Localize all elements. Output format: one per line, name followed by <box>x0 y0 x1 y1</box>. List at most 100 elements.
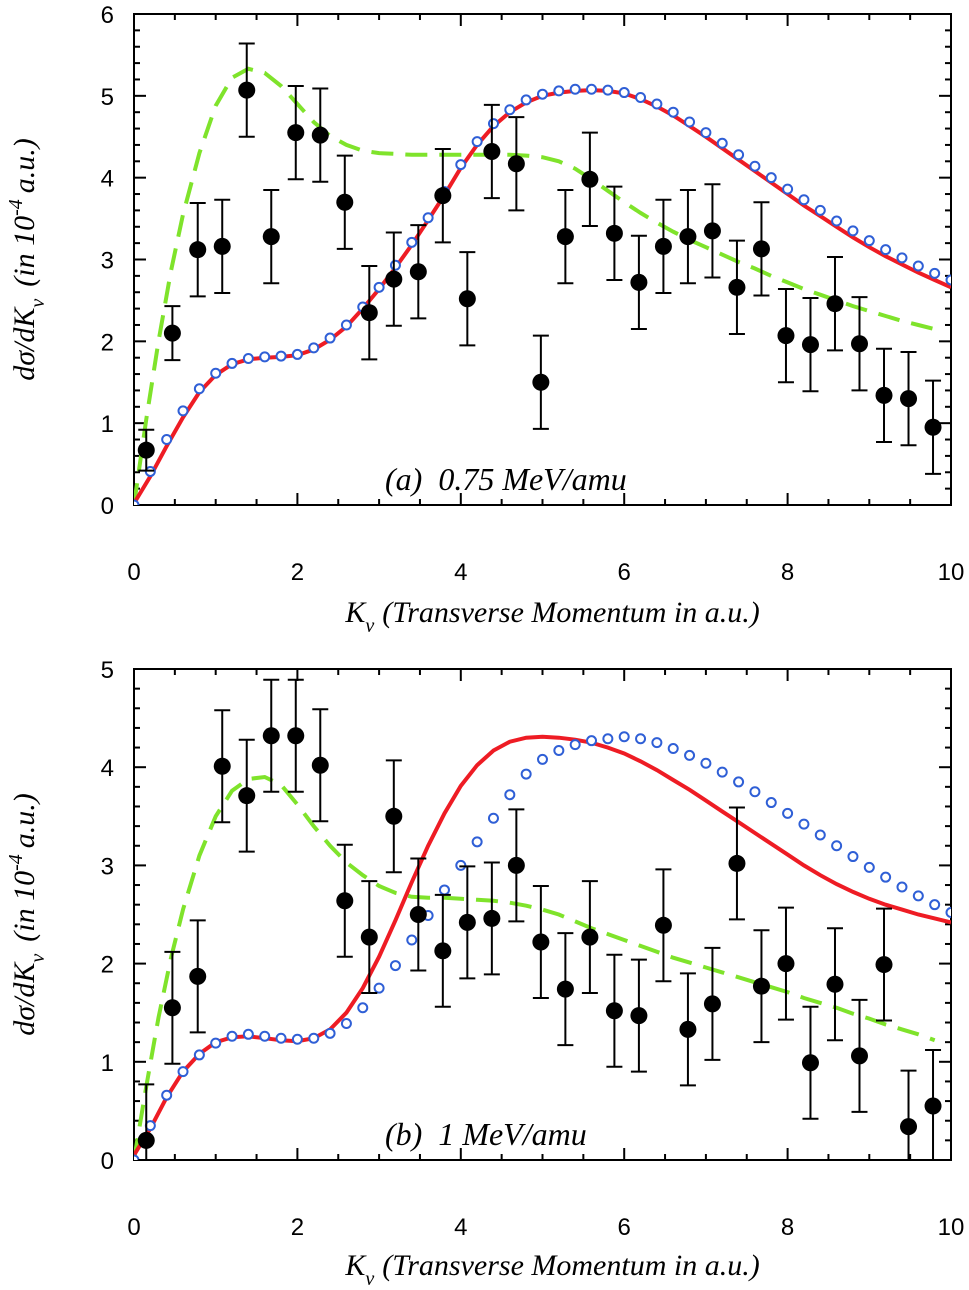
experiment-point <box>483 142 501 160</box>
blue-open-circle <box>553 85 565 97</box>
experiment-point <box>924 1097 942 1115</box>
experiment-point <box>728 854 746 872</box>
blue-open-circle <box>487 118 499 130</box>
blue-open-circle <box>537 88 548 100</box>
y-tick-label: 1 <box>101 411 114 438</box>
experiment-point <box>605 224 623 242</box>
blue-open-circle <box>324 332 336 344</box>
x-tick-label: 4 <box>454 1214 467 1241</box>
x-tick-label: 10 <box>938 559 965 586</box>
experiment-point <box>385 270 403 288</box>
experiment-point <box>605 1002 623 1020</box>
blue-open-circle <box>716 766 728 778</box>
blue-open-circle <box>912 260 924 272</box>
experiment-point <box>777 955 795 973</box>
experiment-point <box>581 928 599 946</box>
blue-open-circle <box>798 818 810 830</box>
experiment-point <box>409 263 427 281</box>
experiment-point <box>238 81 256 99</box>
x-tick-label: 4 <box>454 559 467 586</box>
experiment-point <box>850 1047 868 1065</box>
blue-open-circle <box>455 159 467 171</box>
blue-open-circle <box>814 829 826 841</box>
blue-open-circle <box>602 733 614 745</box>
y-axis-title: dσ/dKv(in 10-4a.u.) <box>5 793 49 1036</box>
experiment-point <box>189 967 207 985</box>
blue-open-circle <box>537 753 548 765</box>
y-tick-label: 3 <box>101 853 114 880</box>
experiment-point <box>679 1020 697 1038</box>
panel-b: 0 2 4 6 8 10 0 1 2 3 4 5 (b) 1 MeV/amu Kv (Transverse … <box>5 657 964 1290</box>
experiment-point <box>900 390 918 408</box>
blue-open-circle <box>373 982 385 994</box>
experiment-point <box>458 913 476 931</box>
blue-open-circle <box>586 735 598 747</box>
blue-open-circle <box>716 137 728 149</box>
experiment-point <box>507 155 525 173</box>
blue-open-circle <box>896 252 908 264</box>
experiment-point <box>360 304 378 322</box>
blue-open-circle <box>471 136 483 148</box>
blue-open-circle <box>422 212 434 224</box>
experiment-point <box>458 290 476 308</box>
blue-open-circle <box>831 840 843 852</box>
experiment-point <box>777 327 795 345</box>
blue-open-circle <box>504 789 516 801</box>
blue-open-circle <box>242 353 254 365</box>
blue-open-circle <box>945 274 951 286</box>
experiment-point <box>163 999 181 1017</box>
x-tick-label: 0 <box>127 1214 140 1241</box>
plot-frame <box>133 13 952 506</box>
experiment-point <box>875 386 893 404</box>
x-tick-label: 8 <box>781 559 794 586</box>
blue-open-circle <box>177 405 189 417</box>
blue-open-circle <box>308 342 320 354</box>
experiment-point <box>385 807 403 825</box>
blue-open-circle <box>340 1018 352 1030</box>
experiment-point <box>360 928 378 946</box>
blue-open-circle <box>389 259 401 271</box>
blue-open-circle <box>357 1002 369 1014</box>
y-tick-label: 5 <box>101 657 114 684</box>
experiment-point <box>311 126 329 144</box>
blue-open-circle <box>635 733 647 745</box>
experiment-point <box>630 1007 648 1025</box>
experiment-point <box>679 228 697 246</box>
y-tick-label: 2 <box>101 329 114 356</box>
experiment-point <box>875 956 893 974</box>
blue-open-circle <box>291 1033 303 1045</box>
blue-open-circle <box>324 1027 336 1039</box>
blue-open-circle <box>259 1030 271 1042</box>
blue-open-circle <box>635 91 647 103</box>
blue-open-circle <box>161 434 173 446</box>
experiment-point <box>287 124 305 142</box>
blue-open-circle <box>684 749 696 761</box>
experiment-point <box>826 295 844 313</box>
blue-open-circle <box>193 1049 205 1061</box>
blue-open-circle <box>733 149 745 161</box>
blue-open-circle <box>765 172 777 184</box>
y-tick-label: 2 <box>101 952 114 979</box>
blue-open-circle <box>896 881 908 893</box>
blue-open-circle <box>782 807 794 819</box>
y-axis-title: dσ/dKv(in 10-4a.u.) <box>5 138 49 381</box>
blue-open-circle <box>651 98 663 110</box>
blue-open-circle <box>226 1030 238 1042</box>
blue-open-circle <box>210 1037 222 1049</box>
experiment-point <box>163 324 181 342</box>
blue-open-circle <box>700 757 712 769</box>
blue-open-circle <box>242 1028 254 1040</box>
experiment-point <box>287 727 305 745</box>
blue-open-circle <box>782 183 794 195</box>
blue-open-circle <box>684 116 696 128</box>
y-tick-label: 3 <box>101 248 114 275</box>
blue-open-circle <box>340 319 352 331</box>
experiment-point <box>262 228 280 246</box>
x-tick-label: 6 <box>618 559 631 586</box>
experiment-point <box>311 756 329 774</box>
plot-area <box>134 42 951 505</box>
y-tick-label: 0 <box>101 493 114 520</box>
blue-open-circle <box>487 812 499 824</box>
experiment-point <box>654 916 672 934</box>
experiment-point <box>924 418 942 436</box>
